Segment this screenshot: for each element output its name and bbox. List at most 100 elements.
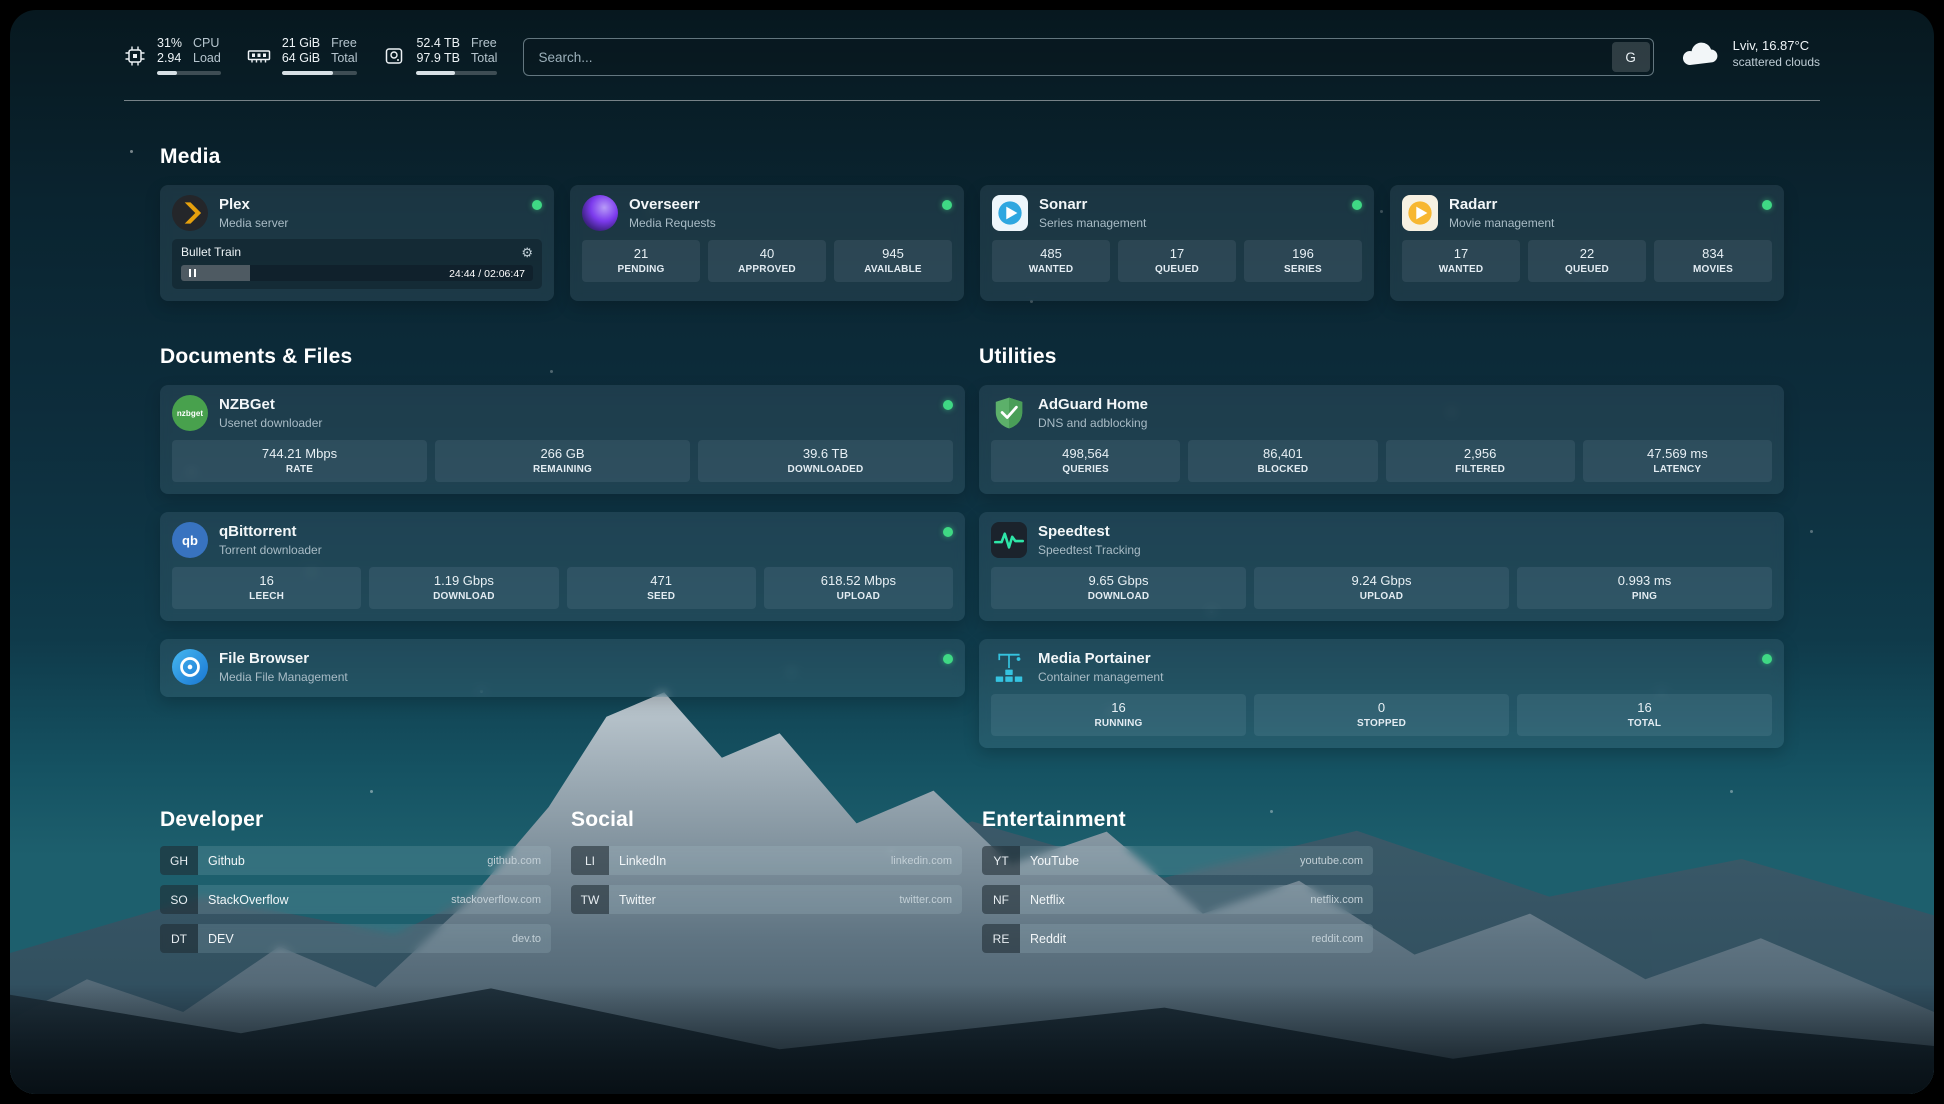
portainer-icon (991, 649, 1027, 685)
section-title-documents: Documents & Files (160, 345, 353, 368)
service-card-radarr[interactable]: Radarr Movie management 17 WANTED 22 QUEUE… (1390, 185, 1784, 301)
bookmark-group-social: Social LI LinkedIn linkedin.com TW Twitt… (571, 764, 962, 963)
plex-icon (172, 195, 208, 231)
weather-location-temp: Lviv, 16.87°C (1732, 38, 1810, 53)
memory-icon (247, 49, 271, 62)
service-name: Radarr (1449, 196, 1498, 213)
stat-wanted: 17 WANTED (1402, 240, 1520, 282)
bookmark-name: Netflix (1030, 892, 1065, 907)
speedtest-icon (991, 522, 1027, 558)
radarr-icon (1402, 195, 1438, 231)
cpu-load-value: 2.94 (157, 51, 182, 65)
bookmark-url: netflix.com (1310, 893, 1363, 906)
bookmark-linkedin[interactable]: LI LinkedIn linkedin.com (571, 846, 962, 875)
bookmark-abbr: DT (160, 924, 198, 953)
playback-progress-bar[interactable]: 24:44 / 02:06:47 (181, 265, 533, 281)
disk-free-value: 52.4 TB (416, 36, 461, 50)
stat-running: 16 RUNNING (991, 694, 1246, 736)
memory-free-value: 21 GiB (281, 36, 321, 50)
cloud-icon (1682, 42, 1718, 65)
bookmark-group-empty (1393, 764, 1784, 963)
service-card-qbittorrent[interactable]: qb qBittorrent Torrent downloader 16 LEEC… (160, 512, 965, 621)
stat-leech: 16 LEECH (172, 567, 362, 609)
stat-wanted: 485 WANTED (992, 240, 1110, 282)
status-dot (943, 654, 953, 664)
status-dot (942, 200, 952, 210)
service-card-filebrowser[interactable]: File Browser Media File Management (160, 639, 965, 697)
cpu-progress-bar (157, 71, 221, 75)
service-card-portainer[interactable]: Media Portainer Container management 16 R… (979, 639, 1784, 748)
memory-total-value: 64 GiB (281, 51, 321, 65)
bookmark-url: reddit.com (1311, 932, 1363, 945)
stat-blocked: 86,401 BLOCKED (1188, 440, 1378, 482)
pause-icon[interactable] (189, 269, 196, 277)
stat-queued: 22 QUEUED (1528, 240, 1646, 282)
documents-column: Documents & Files nzbget NZBGet Usenet d… (160, 301, 965, 697)
playback-progress-fill (181, 265, 250, 281)
section-title-media: Media (160, 145, 221, 168)
bookmark-dev[interactable]: DT DEV dev.to (160, 924, 551, 953)
service-name: Overseerr (629, 196, 700, 213)
qbittorrent-icon: qb (172, 522, 208, 558)
stat-filtered: 2,956 FILTERED (1385, 440, 1575, 482)
bookmark-url: stackoverflow.com (451, 893, 541, 906)
status-dot (1762, 200, 1772, 210)
disk-total-label: Total (471, 51, 498, 65)
gear-icon[interactable]: ⚙ (521, 244, 533, 260)
service-card-plex[interactable]: Plex Media server Bullet Train ⚙ 24:44 /… (160, 185, 554, 301)
bookmark-group-entertainment: Entertainment YT YouTube youtube.com NF … (982, 764, 1373, 963)
bookmark-name: StackOverflow (208, 892, 289, 907)
status-dot (532, 200, 542, 210)
bookmark-reddit[interactable]: RE Reddit reddit.com (982, 924, 1373, 953)
service-subtitle: Media Requests (629, 216, 716, 230)
service-card-adguard[interactable]: AdGuard Home DNS and adblocking 498,564 Q… (979, 385, 1784, 494)
search-bar[interactable]: G (523, 38, 1654, 76)
stat-queries: 498,564 QUERIES (991, 440, 1181, 482)
service-name: Sonarr (1039, 196, 1088, 213)
bookmark-github[interactable]: GH Github github.com (160, 846, 551, 875)
section-title-entertainment: Entertainment (982, 808, 1126, 831)
overseerr-icon (582, 195, 618, 231)
service-card-overseerr[interactable]: Overseerr Media Requests 21 PENDING 40 APP… (570, 185, 964, 301)
stat-download: 9.65 Gbps DOWNLOAD (991, 567, 1246, 609)
stat-ping: 0.993 ms PING (1517, 567, 1772, 609)
search-input[interactable] (538, 49, 1612, 65)
disk-widget: 52.4 TB 97.9 TB Free Total (383, 36, 498, 75)
memory-progress-bar (281, 71, 358, 75)
service-card-nzbget[interactable]: nzbget NZBGet Usenet downloader 744.21 M… (160, 385, 965, 494)
service-subtitle: DNS and adblocking (1038, 416, 1148, 430)
cpu-icon (125, 46, 145, 65)
service-card-speedtest[interactable]: Speedtest Speedtest Tracking 9.65 Gbps DO… (979, 512, 1784, 621)
bookmark-abbr: SO (160, 885, 198, 914)
stat-queued: 17 QUEUED (1118, 240, 1236, 282)
sonarr-icon (992, 195, 1028, 231)
stat-seed: 471 SEED (566, 567, 756, 609)
weather-widget: Lviv, 16.87°C scattered clouds (1680, 38, 1820, 69)
stat-available: 945 AVAILABLE (834, 240, 952, 282)
service-name: Speedtest (1038, 523, 1110, 540)
dashboard-screen: 31% 2.94 CPU Load (10, 10, 1934, 1094)
cpu-load-label: Load (193, 51, 221, 65)
bookmarks-grid: Developer GH Github github.com SO StackO… (160, 764, 1784, 1003)
bookmark-stackoverflow[interactable]: SO StackOverflow stackoverflow.com (160, 885, 551, 914)
bookmark-netflix[interactable]: NF Netflix netflix.com (982, 885, 1373, 914)
service-name: qBittorrent (219, 523, 297, 540)
bookmark-url: github.com (487, 854, 541, 867)
service-card-sonarr[interactable]: Sonarr Series management 485 WANTED 17 QUE… (980, 185, 1374, 301)
stat-rate: 744.21 Mbps RATE (172, 440, 427, 482)
bookmark-twitter[interactable]: TW Twitter twitter.com (571, 885, 962, 914)
stat-pending: 21 PENDING (582, 240, 700, 282)
stat-upload: 9.24 Gbps UPLOAD (1254, 567, 1509, 609)
service-subtitle: Movie management (1449, 216, 1555, 230)
search-provider-button[interactable]: G (1611, 42, 1650, 72)
playback-time: 24:44 / 02:06:47 (449, 267, 525, 280)
bookmark-url: twitter.com (899, 893, 952, 906)
cpu-widget: 31% 2.94 CPU Load (124, 36, 221, 75)
bookmark-abbr: TW (571, 885, 609, 914)
bookmark-youtube[interactable]: YT YouTube youtube.com (982, 846, 1373, 875)
service-name: Media Portainer (1038, 650, 1151, 667)
adguard-icon (991, 395, 1027, 431)
status-dot (943, 527, 953, 537)
utilities-column: Utilities AdGu (979, 301, 1784, 748)
stat-series: 196 SERIES (1244, 240, 1362, 282)
